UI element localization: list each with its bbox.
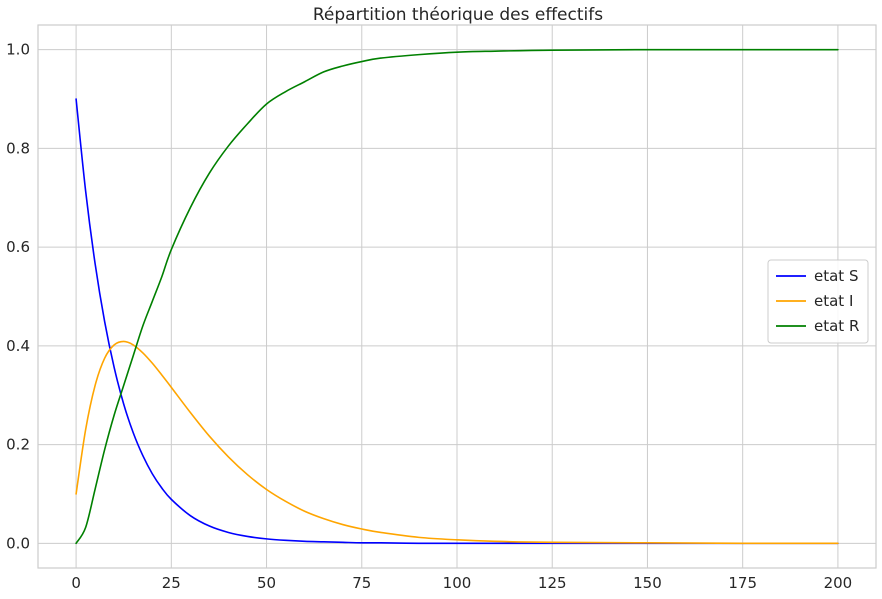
legend-label-etat-r: etat R [814,317,859,335]
y-tick-label: 0.8 [6,139,30,157]
x-tick-label: 75 [352,574,371,592]
y-tick-label: 1.0 [6,41,30,59]
series-line-etat-s [75,98,839,545]
legend: etat S etat I etat R [767,259,869,344]
x-tick-label: 150 [633,574,662,592]
x-tick-label: 0 [71,574,81,592]
chart-title: Répartition théorique des effectifs [313,5,603,25]
tick-layer: 0 25 50 75 100 125 150 175 200 0.0 0.2 0.4 0.6 0.8 1.0 [6,41,852,592]
x-tick-label: 125 [538,574,567,592]
legend-label-etat-s: etat S [814,267,858,285]
y-tick-label: 0.0 [6,534,30,552]
y-tick-label: 0.4 [6,337,30,355]
series-layer [75,48,839,545]
legend-box [767,259,869,344]
plot-frame [37,24,877,569]
series-line-etat-r [75,48,839,545]
grid-layer [38,25,876,568]
x-tick-label: 175 [728,574,757,592]
legend-label-etat-i: etat I [814,292,853,310]
x-tick-label: 50 [257,574,276,592]
series-line-etat-i [75,340,839,545]
x-tick-label: 200 [824,574,853,592]
x-tick-label: 25 [162,574,181,592]
y-tick-label: 0.6 [6,238,30,256]
x-tick-label: 100 [443,574,472,592]
y-tick-label: 0.2 [6,436,30,454]
